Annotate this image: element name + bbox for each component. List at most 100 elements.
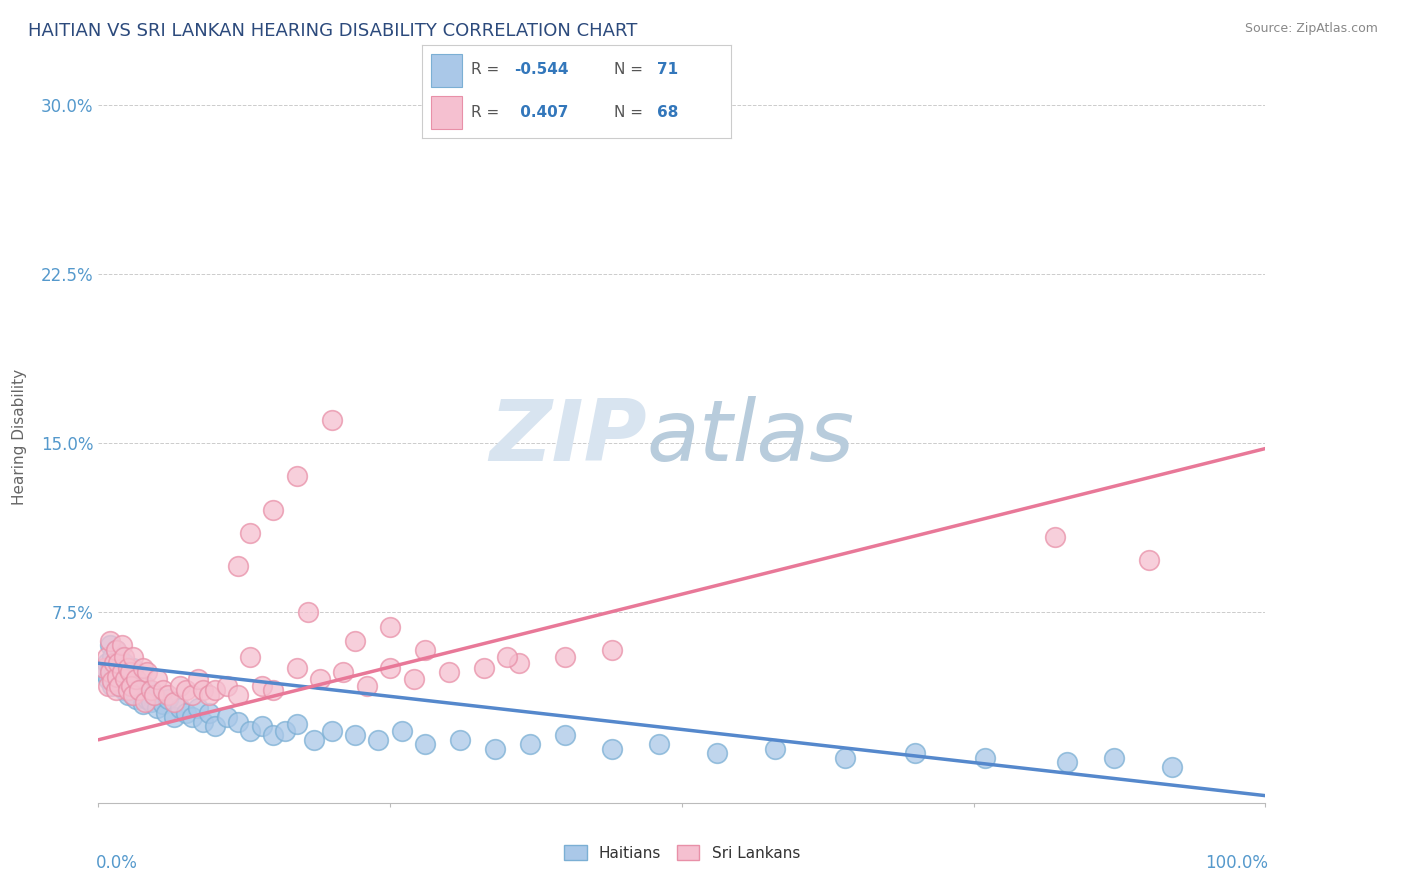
Text: 100.0%: 100.0% bbox=[1205, 854, 1268, 872]
Point bbox=[706, 746, 728, 760]
Point bbox=[125, 692, 148, 706]
Text: atlas: atlas bbox=[647, 395, 855, 479]
Point bbox=[250, 719, 273, 733]
Point bbox=[93, 661, 115, 675]
Point bbox=[105, 670, 128, 684]
Text: N =: N = bbox=[613, 62, 647, 78]
Point bbox=[117, 688, 139, 702]
Point bbox=[104, 642, 127, 657]
Point bbox=[297, 605, 319, 619]
Point bbox=[122, 688, 145, 702]
Point bbox=[344, 633, 367, 648]
Point bbox=[152, 683, 174, 698]
Point bbox=[239, 525, 262, 540]
Point bbox=[104, 642, 127, 657]
Point bbox=[204, 683, 226, 698]
Point bbox=[132, 661, 155, 675]
Point bbox=[437, 665, 460, 680]
Point bbox=[239, 649, 262, 664]
Point bbox=[105, 670, 128, 684]
Point bbox=[114, 672, 136, 686]
Point bbox=[904, 746, 927, 760]
Point bbox=[143, 688, 166, 702]
Point bbox=[174, 683, 197, 698]
Point bbox=[309, 672, 332, 686]
Point bbox=[763, 741, 786, 756]
Point bbox=[228, 714, 250, 729]
Point bbox=[554, 728, 576, 742]
Point bbox=[107, 657, 129, 671]
Point bbox=[120, 679, 142, 693]
Point bbox=[111, 665, 134, 680]
Point bbox=[97, 672, 120, 686]
Point bbox=[125, 672, 148, 686]
Point bbox=[262, 728, 284, 742]
Point bbox=[413, 642, 436, 657]
Point bbox=[139, 683, 162, 698]
Point bbox=[104, 657, 127, 671]
Bar bbox=[432, 54, 463, 87]
Point bbox=[118, 683, 141, 698]
Text: -0.544: -0.544 bbox=[515, 62, 569, 78]
Point bbox=[600, 642, 623, 657]
Text: ZIP: ZIP bbox=[489, 395, 647, 479]
Point bbox=[262, 503, 284, 517]
Point bbox=[496, 649, 519, 664]
Point bbox=[356, 679, 378, 693]
Point bbox=[647, 737, 669, 751]
Point bbox=[104, 674, 127, 689]
Point bbox=[1102, 751, 1125, 765]
Point bbox=[239, 723, 262, 738]
Point bbox=[163, 710, 186, 724]
Point bbox=[304, 732, 326, 747]
Legend: Haitians, Sri Lankans: Haitians, Sri Lankans bbox=[557, 837, 807, 868]
Point bbox=[107, 661, 129, 675]
Point bbox=[449, 732, 471, 747]
Point bbox=[103, 665, 125, 680]
Point bbox=[111, 661, 134, 675]
Point bbox=[134, 679, 156, 693]
Point bbox=[146, 672, 169, 686]
Point bbox=[1161, 760, 1184, 774]
Point bbox=[215, 710, 238, 724]
Point bbox=[484, 741, 506, 756]
Point bbox=[344, 728, 367, 742]
Point bbox=[122, 649, 145, 664]
Text: Source: ZipAtlas.com: Source: ZipAtlas.com bbox=[1244, 22, 1378, 36]
Point bbox=[98, 638, 121, 652]
Point bbox=[380, 661, 402, 675]
Point bbox=[98, 633, 121, 648]
Point bbox=[128, 683, 150, 698]
Point bbox=[122, 661, 145, 675]
Point bbox=[120, 674, 142, 689]
Text: 0.407: 0.407 bbox=[515, 104, 568, 120]
Point bbox=[108, 679, 131, 693]
Point bbox=[163, 694, 186, 708]
Point bbox=[96, 649, 118, 664]
Point bbox=[228, 688, 250, 702]
Point bbox=[101, 674, 124, 689]
Point bbox=[380, 620, 402, 634]
Point bbox=[112, 657, 135, 671]
Point bbox=[974, 751, 997, 765]
Point bbox=[152, 697, 174, 711]
Point bbox=[117, 661, 139, 675]
Point bbox=[103, 657, 125, 671]
Point bbox=[285, 661, 308, 675]
Point bbox=[554, 649, 576, 664]
Point bbox=[169, 679, 191, 693]
Point bbox=[118, 665, 141, 680]
Point bbox=[122, 688, 145, 702]
Point bbox=[117, 665, 139, 680]
Point bbox=[193, 683, 215, 698]
Point bbox=[250, 679, 273, 693]
Point bbox=[187, 701, 209, 715]
Point bbox=[402, 672, 425, 686]
Point bbox=[108, 676, 131, 690]
Point bbox=[112, 683, 135, 698]
Point bbox=[136, 665, 159, 680]
Point bbox=[143, 688, 166, 702]
Point bbox=[101, 649, 124, 664]
Point bbox=[391, 723, 413, 738]
Point bbox=[134, 694, 156, 708]
